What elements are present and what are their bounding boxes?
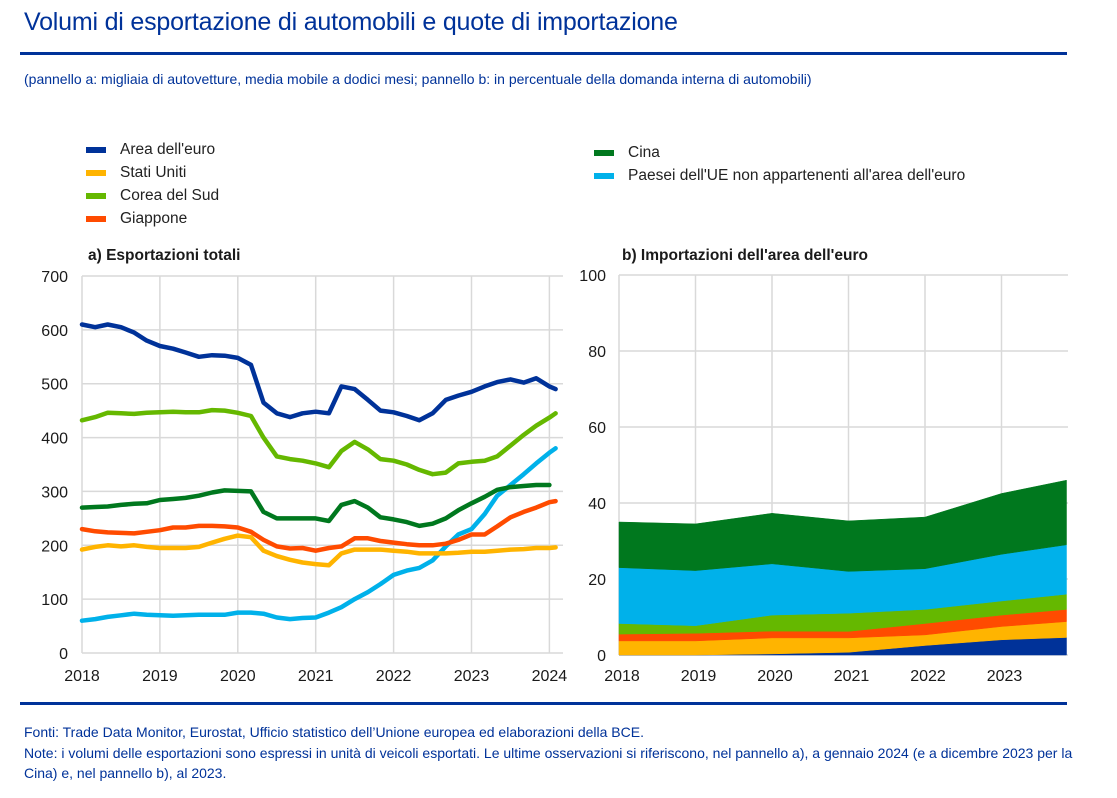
legend-right: Cina Paesei dell'UE non appartenenti all… <box>594 141 965 187</box>
legend-swatch <box>594 149 614 156</box>
x-tick-label: 2023 <box>454 668 490 685</box>
legend-item-giappone: Giappone <box>86 207 219 230</box>
y-tick-label: 100 <box>579 268 606 285</box>
x-tick-label: 2020 <box>757 668 793 685</box>
panel-b-title: b) Importazioni dell'area dell'euro <box>622 247 868 264</box>
series-line-paesei-dell-ue-non-appartenenti-all-area-dell-euro <box>79 446 558 623</box>
y-tick-label: 200 <box>41 538 68 555</box>
y-tick-label: 80 <box>588 344 606 361</box>
series-line-giappone <box>79 498 558 553</box>
legend-label: Giappone <box>120 209 188 227</box>
legend-item-paesi-ue: Paesei dell'UE non appartenenti all'area… <box>594 164 965 187</box>
footer-sources: Fonti: Trade Data Monitor, Eurostat, Uff… <box>24 724 644 740</box>
y-tick-label: 700 <box>41 269 68 286</box>
legend-label: Cina <box>628 143 660 161</box>
legend-swatch <box>86 169 106 176</box>
x-tick-label: 2018 <box>604 668 640 685</box>
series-area-cina <box>618 479 1067 572</box>
series-line-cina <box>79 482 552 529</box>
footer-notes: Fonti: Trade Data Monitor, Eurostat, Uff… <box>24 722 1084 784</box>
y-tick-label: 0 <box>597 648 606 665</box>
y-tick-label: 100 <box>41 592 68 609</box>
legend-item-area-euro: Area dell'euro <box>86 138 219 161</box>
x-tick-label: 2019 <box>681 668 717 685</box>
legend-swatch <box>86 192 106 199</box>
legend-label: Stati Uniti <box>120 163 187 181</box>
y-tick-label: 40 <box>588 496 606 513</box>
y-tick-label: 500 <box>41 377 68 394</box>
series-line-corea-del-sud <box>79 407 558 477</box>
x-tick-label: 2024 <box>532 668 568 685</box>
header-divider <box>20 52 1067 55</box>
legend-label: Paesei dell'UE non appartenenti all'area… <box>628 166 966 184</box>
y-tick-label: 20 <box>588 572 606 589</box>
legend-swatch <box>86 146 106 153</box>
legend-label: Corea del Sud <box>120 186 220 204</box>
chart-subtitle: (pannello a: migliaia di autovetture, me… <box>24 71 812 87</box>
x-tick-label: 2022 <box>910 668 946 685</box>
x-tick-label: 2018 <box>64 668 100 685</box>
x-tick-label: 2019 <box>142 668 178 685</box>
panel-a-title: a) Esportazioni totali <box>88 247 241 264</box>
legend-swatch <box>594 172 614 179</box>
x-tick-label: 2022 <box>376 668 412 685</box>
legend-left: Area dell'euro Stati Uniti Corea del Sud… <box>86 138 219 230</box>
legend-item-stati-uniti: Stati Uniti <box>86 161 219 184</box>
series-line-stati-uniti <box>79 533 558 568</box>
legend-item-corea-del-sud: Corea del Sud <box>86 184 219 207</box>
x-tick-label: 2021 <box>298 668 334 685</box>
x-tick-label: 2021 <box>834 668 870 685</box>
x-tick-label: 2020 <box>220 668 256 685</box>
footer-divider <box>20 702 1067 705</box>
panel-b-imports: 0 20 40 60 80 100 2018 2019 2020 2021 2022 2023 <box>579 268 1068 685</box>
y-tick-label: 400 <box>41 431 68 448</box>
legend-item-cina: Cina <box>594 141 965 164</box>
panel-a-exports: 0 100 200 300 400 500 600 700 2018 2019 2020 2021 20… <box>41 269 567 685</box>
footer-note: Note: i volumi delle esportazioni sono e… <box>24 744 1073 782</box>
series-line-area-dell-euro <box>79 322 558 423</box>
y-tick-label: 60 <box>588 420 606 437</box>
y-tick-label: 300 <box>41 484 68 501</box>
y-tick-label: 0 <box>59 646 68 663</box>
y-tick-label: 600 <box>41 323 68 340</box>
legend-swatch <box>86 215 106 222</box>
x-tick-label: 2023 <box>987 668 1023 685</box>
legend-label: Area dell'euro <box>120 140 216 158</box>
chart-title: Volumi di esportazione di automobili e q… <box>24 8 678 36</box>
